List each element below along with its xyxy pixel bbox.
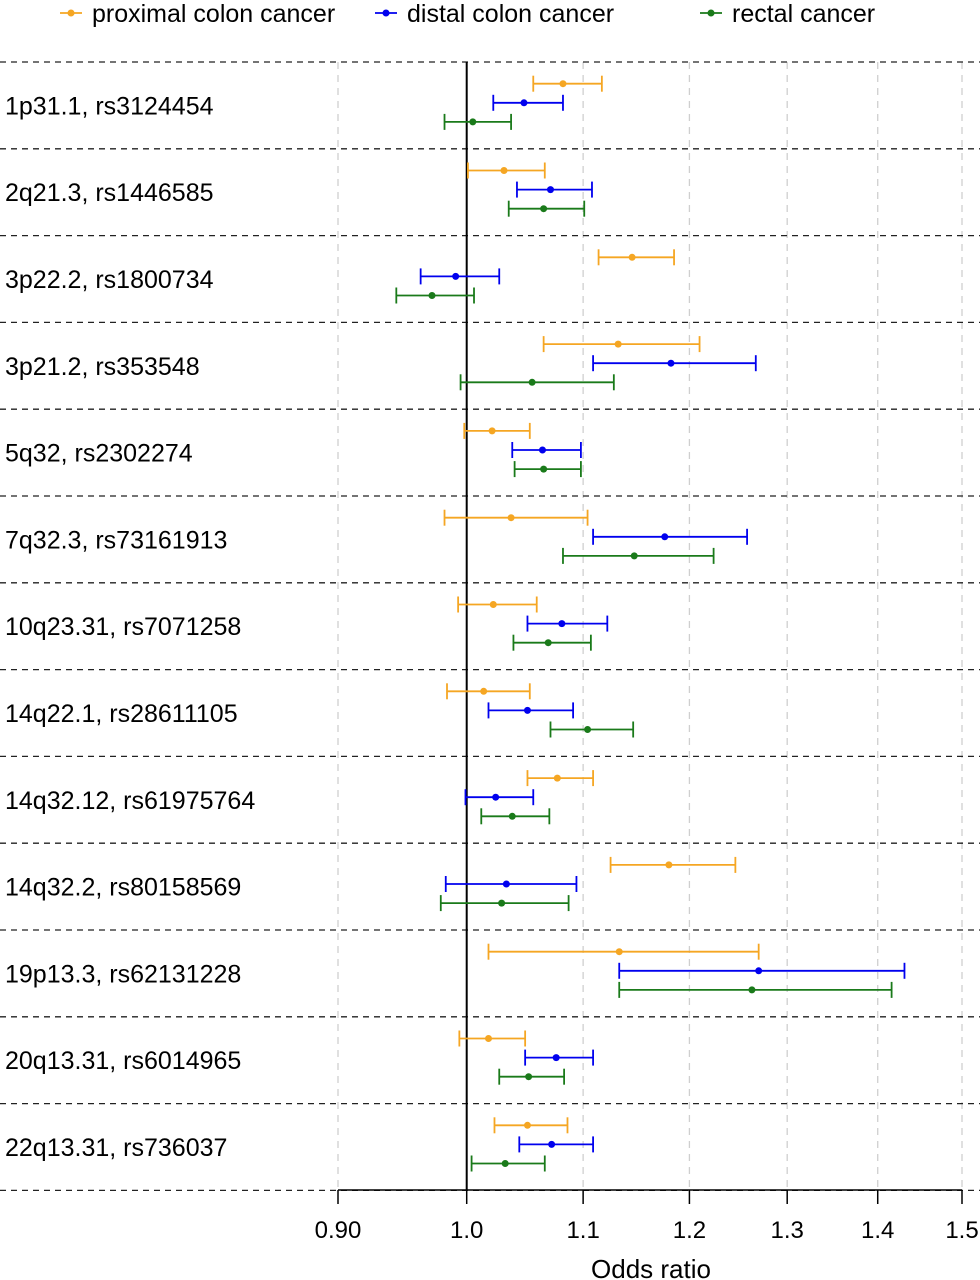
x-tick-label: 1.0	[450, 1217, 483, 1244]
x-tick-label: 1.1	[566, 1217, 599, 1244]
point-estimate	[614, 340, 622, 348]
x-tick-label: 1.5	[945, 1217, 978, 1244]
point-estimate	[492, 793, 500, 801]
x-axis-label: Odds ratio	[591, 1254, 711, 1280]
legend: proximal colon cancer distal colon cancer…	[60, 0, 875, 28]
row-label: 19p13.3, rs62131228	[5, 960, 241, 988]
point-estimate	[661, 533, 669, 541]
row-label: 20q13.31, rs6014965	[5, 1047, 241, 1075]
row-label: 22q13.31, rs736037	[5, 1134, 227, 1162]
point-estimate	[548, 1140, 556, 1148]
point-estimate	[667, 359, 675, 367]
point-estimate	[748, 986, 756, 994]
point-estimate	[523, 1121, 531, 1129]
row-label: 10q23.31, rs7071258	[5, 613, 241, 641]
point-estimate	[469, 118, 477, 126]
point-estimate	[584, 725, 592, 733]
point-estimate	[558, 620, 566, 628]
point-estimate	[546, 186, 554, 194]
row-label: 1p31.1, rs3124454	[5, 92, 214, 120]
row-label: 7q32.3, rs73161913	[5, 526, 227, 554]
x-tick-label: 1.2	[673, 1217, 706, 1244]
row-label: 3p22.2, rs1800734	[5, 266, 214, 294]
vertical-gridlines	[337, 62, 963, 1190]
point-estimate	[528, 378, 536, 386]
row-label: 5q32, rs2302274	[5, 440, 193, 468]
point-estimate	[540, 205, 548, 213]
point-estimate	[544, 639, 552, 647]
point-estimate	[553, 774, 561, 782]
point-estimate	[630, 552, 638, 560]
point-estimate	[538, 446, 546, 454]
point-estimate	[508, 812, 516, 820]
row-label: 2q21.3, rs1446585	[5, 179, 214, 207]
point-estimate	[615, 948, 623, 956]
point-estimate	[484, 1035, 492, 1042]
point-estimate	[507, 514, 515, 522]
point-estimate	[498, 899, 506, 907]
point-estimate	[525, 1073, 533, 1081]
estimate-marks	[395, 75, 906, 1172]
point-estimate	[755, 967, 763, 975]
x-tick-label: 0.90	[315, 1217, 362, 1244]
row-label: 3p21.2, rs353548	[5, 353, 200, 381]
point-estimate	[540, 465, 548, 473]
row-label: 14q32.12, rs61975764	[5, 787, 255, 815]
x-axis: 0.90 1.0 1.1 1.2 1.3 1.4 1.5	[315, 1189, 979, 1244]
point-estimate	[501, 1159, 509, 1167]
legend-swatch-point	[382, 9, 390, 17]
point-estimate	[552, 1054, 560, 1062]
point-estimate	[559, 80, 567, 88]
row-label: 14q32.2, rs80158569	[5, 874, 241, 902]
point-estimate	[500, 167, 508, 174]
point-estimate	[452, 272, 460, 280]
point-estimate	[488, 427, 496, 435]
legend-swatch-point	[707, 9, 715, 17]
legend-entry: rectal cancer	[732, 0, 875, 28]
x-tick-label: 1.4	[861, 1217, 894, 1244]
x-tick-label: 1.3	[771, 1217, 804, 1244]
point-estimate	[480, 687, 488, 695]
point-estimate	[489, 601, 497, 608]
legend-entry: proximal colon cancer	[92, 0, 335, 28]
legend-swatch-point	[67, 9, 75, 17]
point-estimate	[502, 880, 510, 888]
point-estimate	[520, 99, 528, 107]
point-estimate	[428, 291, 436, 299]
legend-entry: distal colon cancer	[407, 0, 614, 28]
point-estimate	[523, 706, 531, 714]
row-labels: 1p31.1, rs3124454 2q21.3, rs1446585 3p22.2…	[5, 92, 255, 1162]
point-estimate	[665, 861, 673, 869]
point-estimate	[628, 253, 636, 261]
row-label: 14q22.1, rs28611105	[5, 700, 238, 728]
